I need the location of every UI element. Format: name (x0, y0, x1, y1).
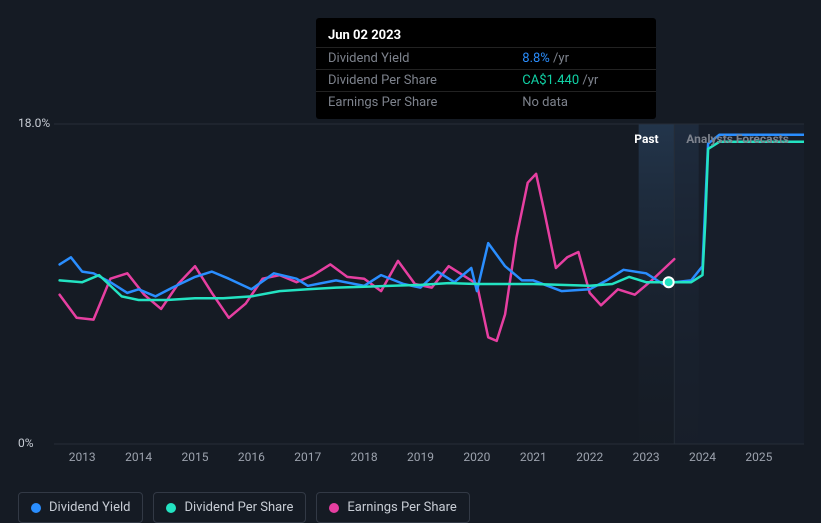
chart-tooltip: Jun 02 2023 Dividend Yield8.8% /yrDivide… (316, 18, 656, 119)
x-axis-tick: 2013 (69, 450, 96, 464)
x-axis-tick: 2021 (520, 450, 547, 464)
y-axis-tick: 18.0% (18, 116, 50, 130)
tooltip-row-value: No data (510, 92, 656, 114)
region-label-past: Past (634, 132, 658, 146)
tooltip-row: Dividend Per ShareCA$1.440 /yr (316, 70, 656, 92)
x-axis-tick: 2017 (294, 450, 321, 464)
x-axis-tick: 2024 (689, 450, 716, 464)
tooltip-row-value: 8.8% /yr (510, 48, 656, 70)
tooltip-row: Earnings Per ShareNo data (316, 92, 656, 114)
x-axis-tick: 2020 (463, 450, 490, 464)
x-axis-tick: 2018 (351, 450, 378, 464)
tooltip-row-value: CA$1.440 /yr (510, 70, 656, 92)
x-axis-tick: 2014 (125, 450, 152, 464)
x-axis-tick: 2015 (181, 450, 208, 464)
x-axis-tick: 2016 (238, 450, 265, 464)
tooltip-row-label: Dividend Yield (316, 48, 510, 70)
x-axis-tick: 2025 (745, 450, 772, 464)
y-axis-tick: 0% (18, 436, 34, 450)
tooltip-row: Dividend Yield8.8% /yr (316, 48, 656, 70)
dividend-history-chart: Jun 02 2023 Dividend Yield8.8% /yrDivide… (14, 14, 807, 450)
hover-marker (664, 277, 674, 287)
x-axis-tick: 2019 (407, 450, 434, 464)
x-axis-tick: 2023 (633, 450, 660, 464)
tooltip-date: Jun 02 2023 (316, 24, 656, 47)
x-axis-tick: 2022 (576, 450, 603, 464)
tooltip-row-label: Earnings Per Share (316, 92, 510, 114)
region-label-forecast: Analysts Forecasts (686, 132, 789, 146)
tooltip-row-label: Dividend Per Share (316, 70, 510, 92)
